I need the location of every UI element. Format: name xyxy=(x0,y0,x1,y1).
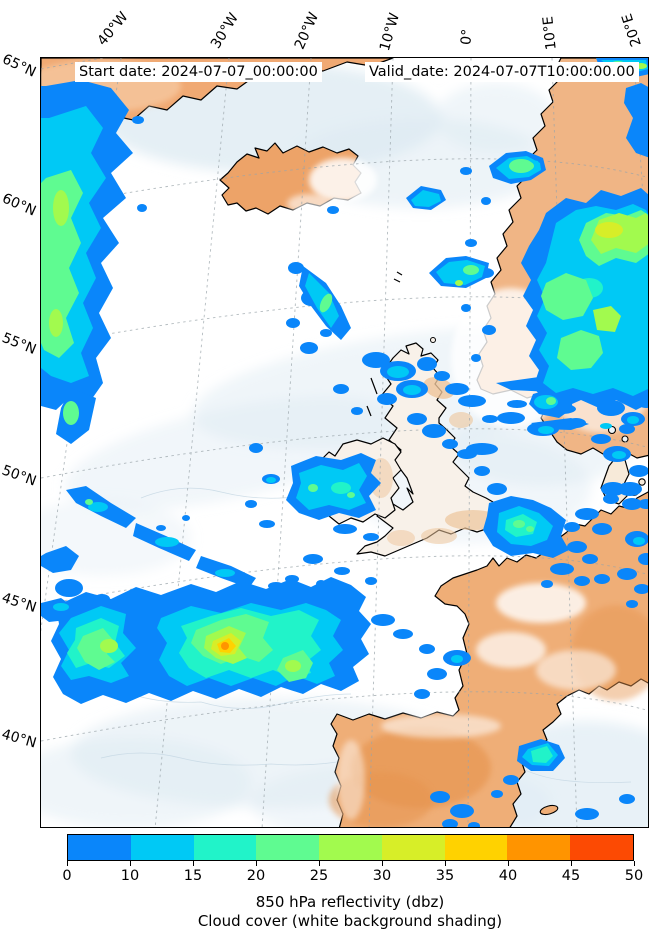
colorbar-tick-label: 10 xyxy=(120,868,140,884)
xtick-0: 0° xyxy=(458,28,476,46)
reflectivity-cores xyxy=(41,61,648,763)
colorbar-tick-label: 40 xyxy=(498,868,518,884)
xtick-10w: 10°W xyxy=(376,11,404,53)
colorbar-ticks: 0 10 15 20 25 30 35 40 45 50 xyxy=(62,861,643,889)
colorbar-segment xyxy=(68,835,131,860)
colorbar-tick-mark xyxy=(130,861,131,866)
colorbar-caption: 850 hPa reflectivity (dbz) Cloud cover (… xyxy=(40,893,659,931)
colorbar-tick-label: 30 xyxy=(372,868,392,884)
xtick-10e: 10°E xyxy=(540,15,560,51)
colorbar-segment xyxy=(130,835,194,860)
xtick-30w: 30°W xyxy=(207,10,243,52)
ytick-45n: 45°N xyxy=(0,589,39,617)
colorbar-tick-label: 50 xyxy=(624,868,644,884)
colorbar-tick-mark xyxy=(256,861,257,866)
colorbar-gradient xyxy=(68,835,633,860)
colorbar-segment xyxy=(381,835,445,860)
colorbar-title-line2: Cloud cover (white background shading) xyxy=(197,912,503,930)
colorbar-tick-label: 20 xyxy=(246,868,266,884)
colorbar-tick-label: 15 xyxy=(183,868,203,884)
ytick-55n: 55°N xyxy=(0,329,39,359)
start-date-label: Start date: 2024-07-07_00:00:00 xyxy=(75,62,322,82)
colorbar-tick-label: 25 xyxy=(309,868,329,884)
colorbar-tick-mark xyxy=(445,861,446,866)
xtick-20w: 20°W xyxy=(291,10,323,52)
map-frame: Start date: 2024-07-07_00:00:00 Valid_da… xyxy=(40,57,649,828)
colorbar-tick-mark xyxy=(67,861,68,866)
colorbar-segment xyxy=(570,835,633,860)
colorbar xyxy=(67,834,634,861)
colorbar-title-line1: 850 hPa reflectivity (dbz) xyxy=(255,893,445,911)
xtick-20e: 20°E xyxy=(619,11,645,49)
colorbar-tick-mark xyxy=(382,861,383,866)
graticule xyxy=(41,58,648,827)
colorbar-segment xyxy=(193,835,257,860)
colorbar-segment xyxy=(507,835,571,860)
colorbar-tick-label: 45 xyxy=(561,868,581,884)
map-graphic xyxy=(41,58,648,827)
colorbar-segment xyxy=(319,835,382,860)
colorbar-tick-label: 0 xyxy=(62,868,72,884)
ytick-50n: 50°N xyxy=(0,462,39,490)
xtick-40w: 40°W xyxy=(94,9,132,49)
colorbar-tick-label: 35 xyxy=(435,868,455,884)
colorbar-tick-mark xyxy=(319,861,320,866)
colorbar-tick-mark xyxy=(193,861,194,866)
ytick-60n: 60°N xyxy=(0,190,39,220)
colorbar-segment xyxy=(444,835,508,860)
colorbar-segment xyxy=(256,835,320,860)
colorbar-tick-mark xyxy=(634,861,635,866)
colorbar-tick-mark xyxy=(508,861,509,866)
valid-date-label: Valid_date: 2024-07-07T10:00:00.00 xyxy=(365,62,639,82)
ytick-65n: 65°N xyxy=(0,51,39,81)
ytick-40n: 40°N xyxy=(0,726,39,752)
colorbar-tick-mark xyxy=(571,861,572,866)
